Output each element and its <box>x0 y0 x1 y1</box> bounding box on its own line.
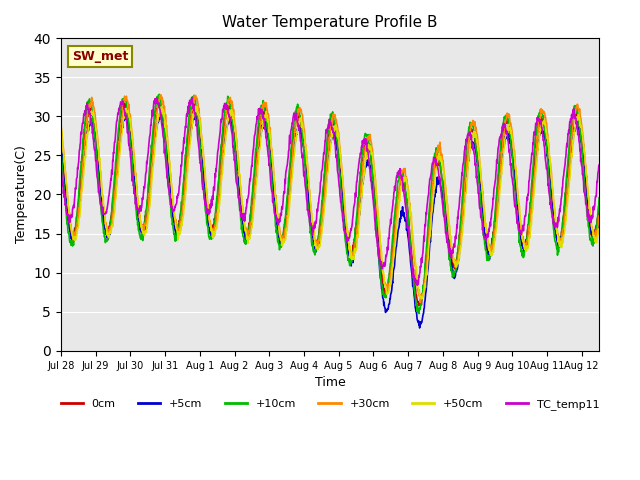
Text: SW_met: SW_met <box>72 50 128 63</box>
+50cm <box>595 227 603 232</box>
+50cm <box>418 296 426 301</box>
0cm <box>465 138 473 144</box>
+30cm <box>417 300 424 305</box>
+30cm <box>262 100 269 106</box>
+50cm <box>164 142 172 148</box>
+30cm <box>154 104 161 110</box>
X-axis label: Time: Time <box>315 376 346 389</box>
+30cm <box>465 138 473 144</box>
+50cm <box>465 158 473 164</box>
0cm <box>154 104 161 110</box>
TC_temp11 <box>212 163 220 168</box>
+5cm <box>416 325 424 331</box>
TC_temp11 <box>525 189 532 195</box>
+30cm <box>212 211 220 216</box>
TC_temp11 <box>154 98 161 104</box>
+5cm <box>465 158 473 164</box>
0cm <box>525 223 532 229</box>
+30cm <box>57 121 65 127</box>
+10cm <box>415 311 422 316</box>
+30cm <box>164 144 172 150</box>
+10cm <box>212 198 220 204</box>
+30cm <box>595 213 603 219</box>
+5cm <box>57 145 65 151</box>
+10cm <box>525 219 532 225</box>
+5cm <box>212 213 220 218</box>
+10cm <box>465 125 473 131</box>
+5cm <box>164 168 172 173</box>
+10cm <box>156 92 163 97</box>
Line: +10cm: +10cm <box>61 95 599 313</box>
Line: 0cm: 0cm <box>61 102 599 305</box>
+50cm <box>262 114 269 120</box>
Line: TC_temp11: TC_temp11 <box>61 97 599 285</box>
Y-axis label: Temperature(C): Temperature(C) <box>15 145 28 243</box>
TC_temp11 <box>57 164 65 170</box>
0cm <box>212 201 220 207</box>
Line: +30cm: +30cm <box>61 95 599 302</box>
+10cm <box>57 142 65 148</box>
+50cm <box>57 126 65 132</box>
+10cm <box>262 108 269 114</box>
0cm <box>262 105 269 111</box>
+50cm <box>193 103 200 109</box>
+30cm <box>157 92 164 98</box>
Legend: 0cm, +5cm, +10cm, +30cm, +50cm, TC_temp11: 0cm, +5cm, +10cm, +30cm, +50cm, TC_temp1… <box>56 394 604 414</box>
0cm <box>164 164 172 170</box>
+50cm <box>212 226 220 232</box>
TC_temp11 <box>262 126 269 132</box>
0cm <box>155 99 163 105</box>
+30cm <box>525 231 532 237</box>
+5cm <box>157 112 164 118</box>
+10cm <box>595 195 603 201</box>
+5cm <box>525 228 532 234</box>
TC_temp11 <box>164 177 172 183</box>
0cm <box>595 199 603 205</box>
+10cm <box>154 94 161 99</box>
+10cm <box>164 174 172 180</box>
+5cm <box>262 119 269 125</box>
+5cm <box>154 121 161 127</box>
Title: Water Temperature Profile B: Water Temperature Profile B <box>222 15 438 30</box>
Line: +5cm: +5cm <box>61 115 599 328</box>
Line: +50cm: +50cm <box>61 106 599 299</box>
0cm <box>415 302 422 308</box>
0cm <box>57 138 65 144</box>
+50cm <box>525 242 532 248</box>
+50cm <box>154 119 161 124</box>
+5cm <box>595 214 603 220</box>
TC_temp11 <box>413 282 421 288</box>
TC_temp11 <box>465 131 473 136</box>
TC_temp11 <box>595 162 603 168</box>
TC_temp11 <box>188 94 196 100</box>
